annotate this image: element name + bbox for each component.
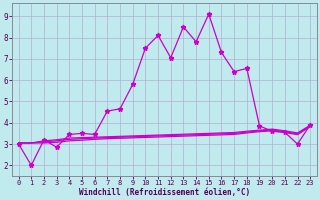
X-axis label: Windchill (Refroidissement éolien,°C): Windchill (Refroidissement éolien,°C) xyxy=(79,188,250,197)
